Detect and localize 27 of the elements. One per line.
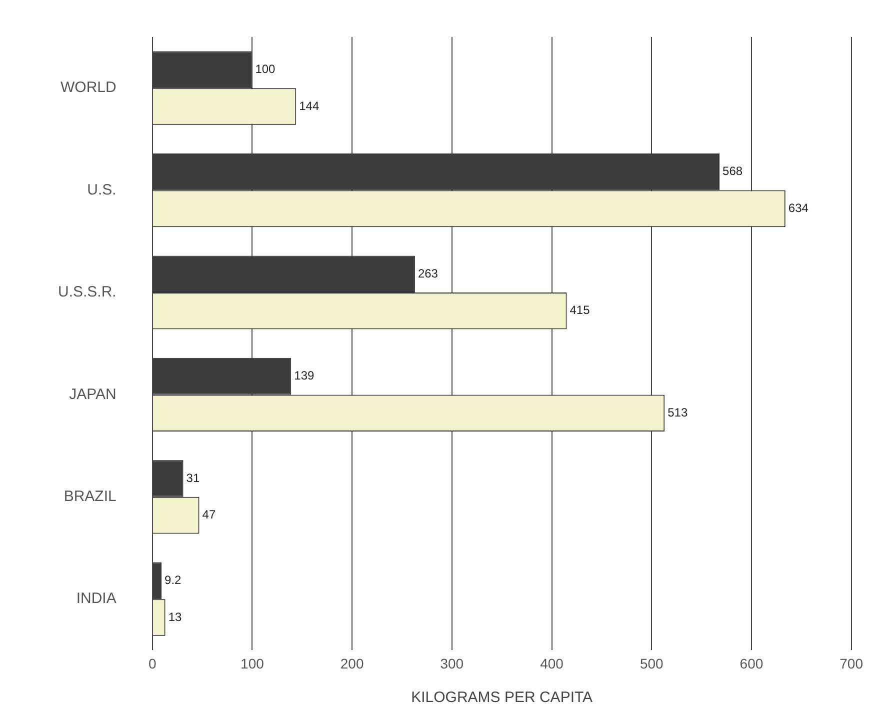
data-label: 47 bbox=[202, 508, 216, 522]
x-tick-label: 100 bbox=[240, 655, 264, 672]
x-tick-label: 400 bbox=[540, 655, 564, 672]
x-tick-label: 300 bbox=[440, 655, 464, 672]
data-label: 415 bbox=[570, 303, 590, 318]
data-label: 9.2 bbox=[164, 573, 182, 588]
y-tick-label: BRAZIL bbox=[64, 488, 116, 506]
x-tick-label: 600 bbox=[740, 655, 764, 672]
data-label: 513 bbox=[668, 405, 688, 420]
data-label: 31 bbox=[186, 470, 200, 485]
x-tick-label: 500 bbox=[640, 655, 664, 672]
x-tick-label: 200 bbox=[340, 655, 364, 672]
data-label: 263 bbox=[418, 266, 438, 280]
data-label: 13 bbox=[168, 610, 182, 624]
x-tick-label: 0 bbox=[148, 655, 156, 672]
y-tick-label: U.S. bbox=[87, 181, 116, 198]
data-label: 100 bbox=[255, 62, 276, 76]
data-label: 634 bbox=[788, 201, 809, 216]
y-tick-label: JAPAN bbox=[69, 386, 116, 403]
x-axis-title: KILOGRAMS PER CAPITA bbox=[411, 689, 593, 706]
data-label: 568 bbox=[722, 164, 743, 178]
y-tick-label: WORLD bbox=[60, 79, 116, 96]
y-tick-label: U.S.S.R. bbox=[58, 284, 116, 301]
data-label: 139 bbox=[294, 368, 314, 383]
data-label: 144 bbox=[299, 98, 320, 113]
x-tick-label: 700 bbox=[840, 655, 864, 672]
y-tick-label: INDIA bbox=[76, 590, 116, 608]
